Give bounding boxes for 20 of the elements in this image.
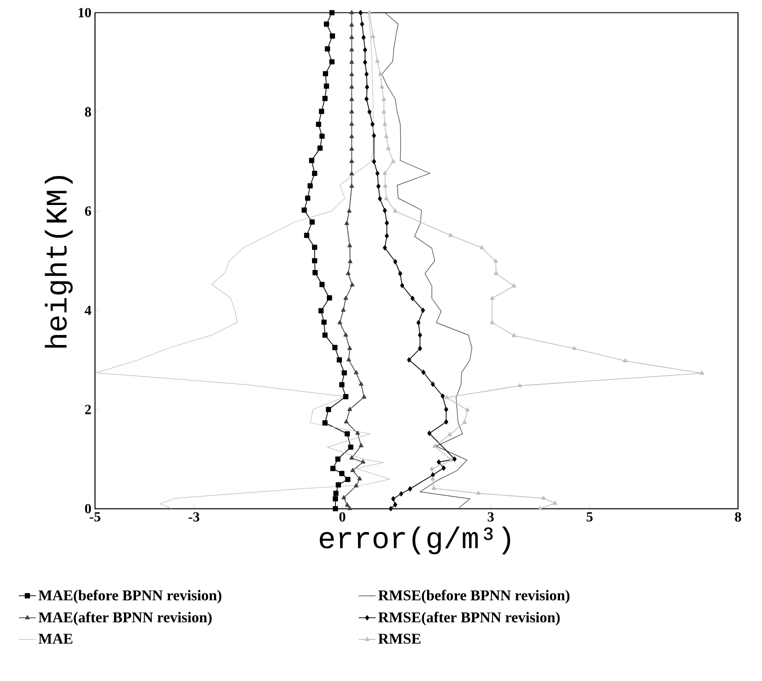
x-tick-label: -5 — [90, 512, 100, 522]
legend-label: MAE(after BPNN revision) — [38, 612, 212, 626]
y-tick-label: 6 — [84, 206, 92, 216]
y-tick-label: 4 — [84, 306, 92, 315]
y-tick-label: 10 — [78, 8, 91, 18]
legend-label: RMSE(before BPNN revision) — [378, 590, 570, 604]
x-tick-label: 5 — [586, 512, 593, 522]
y-tick-label: 8 — [84, 107, 92, 117]
y-tick-label: 2 — [85, 404, 91, 414]
x-tick-label: 8 — [734, 512, 742, 522]
x-tick-label: 3 — [488, 512, 494, 522]
y-axis-title: height(KM) — [44, 176, 73, 348]
legend-label: MAE(before BPNN revision) — [38, 590, 222, 604]
legend-label: MAE — [38, 634, 72, 644]
x-tick-label: 0 — [339, 512, 346, 522]
x-axis-title: error(g/m³) — [320, 526, 510, 554]
y-tick-label: 0 — [85, 504, 91, 514]
legend-label: RMSE — [378, 634, 420, 644]
x-tick-label: -3 — [188, 512, 200, 522]
legend-label: RMSE(after BPNN revision) — [378, 612, 560, 626]
